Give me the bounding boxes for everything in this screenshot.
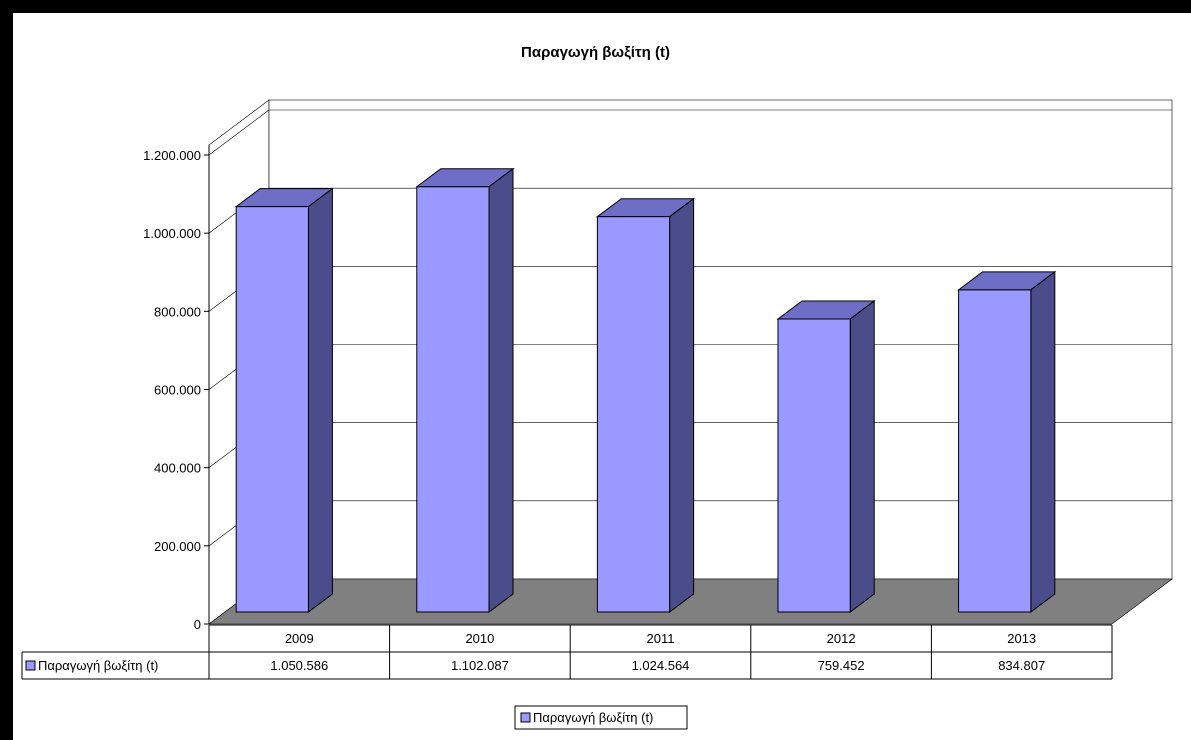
data-label: 1.050.586 [270,658,328,673]
table-series-label: Παραγωγή βωξίτη (t) [38,658,158,673]
bar-side [849,299,875,613]
x-tick-label: 2011 [647,631,675,646]
table-legend-key [25,660,36,671]
bar-front [596,216,671,613]
y-tick-label: 200.000 [154,539,201,554]
bar-side [1030,270,1056,613]
legend-key [520,712,531,723]
bar-front [235,206,309,613]
bar-side [488,167,514,613]
bar-front [777,318,851,613]
legend-label: Παραγωγή βωξίτη (t) [533,710,653,725]
data-label: 1.102.087 [451,658,509,673]
bar-side [669,197,695,613]
x-tick-label: 2013 [1007,631,1036,646]
x-tick-label: 2009 [285,631,314,646]
bar [234,187,334,613]
y-tick-label: 0 [194,617,201,632]
bar-front [958,289,1032,613]
bar [595,197,696,613]
data-label: 834.807 [998,658,1045,673]
legend-box [514,705,688,730]
y-tick-label: 400.000 [154,461,201,476]
gridline-side [208,109,270,156]
bar [957,270,1057,613]
bar [415,167,515,613]
y-tick-label: 800.000 [154,304,201,319]
data-label: 1.024.564 [632,658,690,673]
y-tick-label: 1.000.000 [143,226,201,241]
x-tick-label: 2010 [465,631,494,646]
bar-side [307,187,333,613]
y-tick-label: 600.000 [154,383,201,398]
y-tick-label: 1.200.000 [143,148,201,163]
chart-title: Παραγωγή βωξίτη (t) [521,44,670,61]
bar-front [416,186,490,613]
x-tick-label: 2012 [827,631,856,646]
data-label: 759.452 [818,658,865,673]
bar [776,299,876,613]
